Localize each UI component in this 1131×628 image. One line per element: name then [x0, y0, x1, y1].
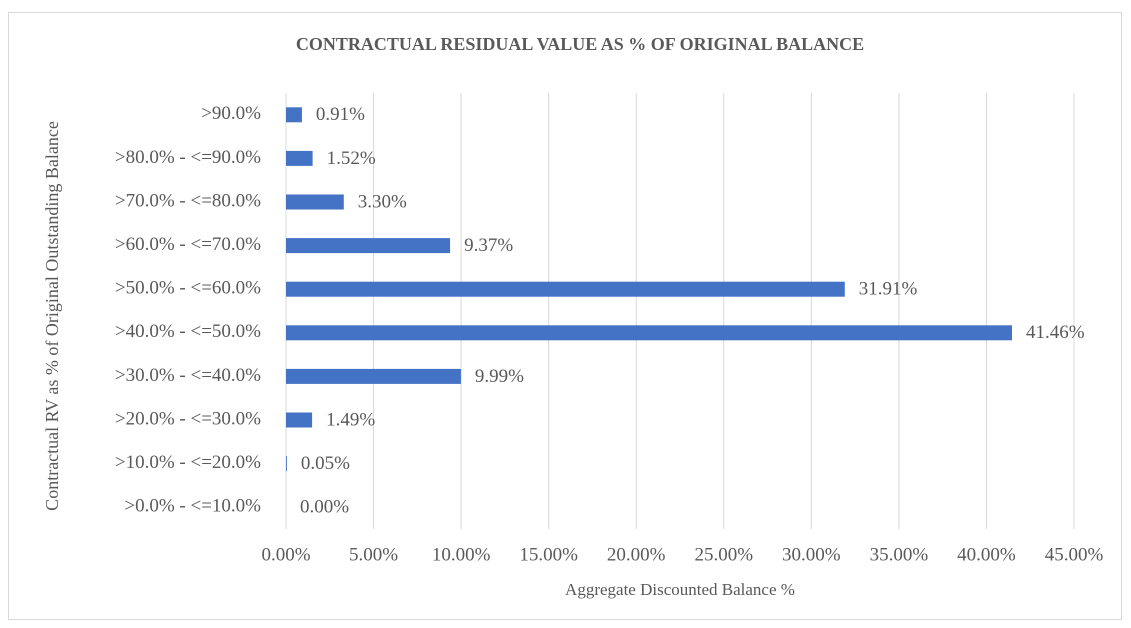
chart-title: CONTRACTUAL RESIDUAL VALUE AS % OF ORIGI…	[296, 34, 864, 54]
chart-border	[8, 12, 1122, 620]
y-axis-label: Contractual RV as % of Original Outstand…	[42, 121, 62, 511]
value-label: 0.00%	[300, 497, 349, 518]
x-tick-label: 5.00%	[349, 544, 398, 565]
bar	[286, 456, 287, 472]
bar	[286, 325, 1013, 341]
y-tick-label: >90.0%	[201, 103, 261, 124]
bar	[286, 194, 344, 210]
value-label: 3.30%	[358, 191, 407, 212]
x-tick-label: 45.00%	[1045, 544, 1104, 565]
value-label: 41.46%	[1026, 322, 1085, 343]
bar	[286, 368, 461, 384]
y-tick-label: >50.0% - <=60.0%	[115, 278, 261, 299]
value-label: 9.99%	[475, 366, 524, 387]
bar	[286, 150, 313, 166]
x-tick-label: 0.00%	[261, 544, 310, 565]
bar	[286, 238, 451, 254]
bar	[286, 281, 845, 297]
value-label: 1.52%	[327, 148, 376, 169]
x-tick-label: 15.00%	[519, 544, 578, 565]
value-label: 0.05%	[301, 453, 350, 474]
y-tick-label: >30.0% - <=40.0%	[115, 365, 261, 386]
value-label: 31.91%	[859, 279, 918, 300]
value-label: 9.37%	[464, 235, 513, 256]
y-tick-label: >40.0% - <=50.0%	[115, 321, 261, 342]
y-tick-label: >20.0% - <=30.0%	[115, 408, 261, 429]
value-label: 1.49%	[326, 409, 375, 430]
x-tick-label: 30.00%	[782, 544, 841, 565]
y-tick-label: >60.0% - <=70.0%	[115, 234, 261, 255]
bar	[286, 107, 302, 123]
y-tick-label: >0.0% - <=10.0%	[124, 496, 261, 517]
y-tick-label: >10.0% - <=20.0%	[115, 452, 261, 473]
x-tick-label: 20.00%	[607, 544, 666, 565]
y-tick-label: >70.0% - <=80.0%	[115, 190, 261, 211]
x-tick-label: 25.00%	[694, 544, 753, 565]
x-tick-label: 35.00%	[870, 544, 929, 565]
x-axis-label: Aggregate Discounted Balance %	[565, 580, 795, 599]
x-tick-label: 10.00%	[432, 544, 491, 565]
y-tick-label: >80.0% - <=90.0%	[115, 147, 261, 168]
x-tick-label: 40.00%	[957, 544, 1016, 565]
bar	[286, 412, 313, 428]
value-label: 0.91%	[316, 104, 365, 125]
